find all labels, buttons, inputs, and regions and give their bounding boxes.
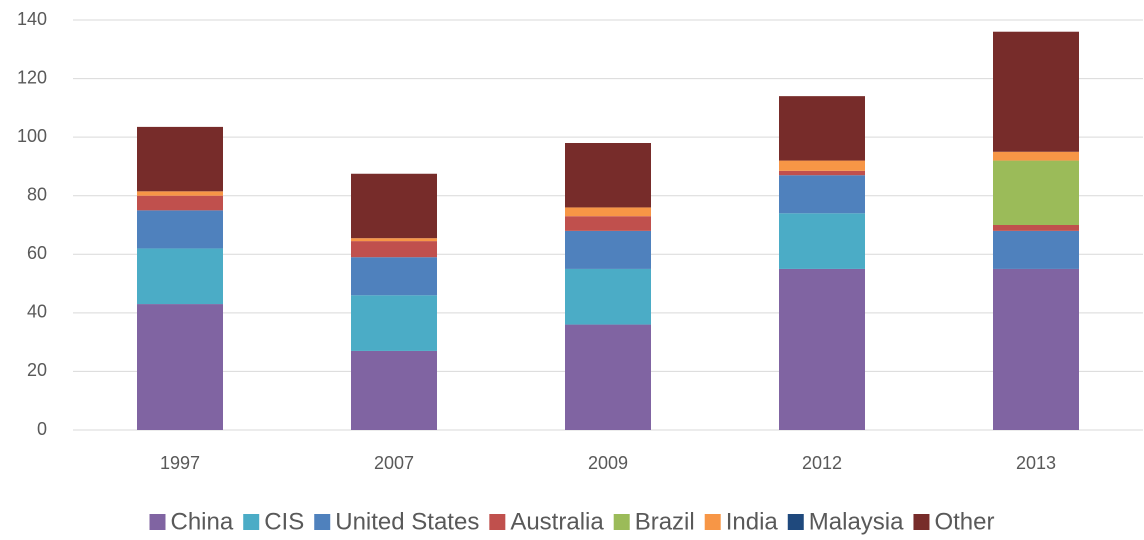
bar-segment bbox=[137, 304, 223, 430]
y-tick-label: 140 bbox=[17, 9, 47, 29]
bar-segment bbox=[993, 151, 1079, 161]
y-tick-label: 100 bbox=[17, 126, 47, 146]
bar-segment bbox=[565, 324, 651, 430]
bar-segment bbox=[565, 268, 651, 325]
legend-label: India bbox=[726, 508, 779, 535]
legend-swatch bbox=[787, 514, 804, 530]
legend-label: Other bbox=[934, 508, 994, 535]
y-tick-label: 0 bbox=[37, 419, 47, 439]
x-tick-label: 1997 bbox=[160, 453, 200, 473]
bar-segment bbox=[779, 96, 865, 161]
bar-segment bbox=[351, 350, 437, 430]
bar-segment bbox=[137, 191, 223, 196]
y-tick-label: 20 bbox=[27, 360, 47, 380]
y-tick-label: 40 bbox=[27, 302, 47, 322]
legend-label: Brazil bbox=[635, 508, 695, 535]
bar-segment bbox=[779, 160, 865, 171]
bar-segment bbox=[351, 241, 437, 258]
bar-segment bbox=[351, 238, 437, 242]
legend-label: China bbox=[171, 508, 234, 535]
x-tick-label: 2012 bbox=[802, 453, 842, 473]
legend-label: Australia bbox=[510, 508, 604, 535]
legend-swatch bbox=[489, 514, 506, 530]
legend-swatch bbox=[704, 514, 721, 530]
bar-segment bbox=[779, 213, 865, 269]
legend-label: CIS bbox=[264, 508, 304, 535]
bar-segment bbox=[137, 195, 223, 211]
bar-segment bbox=[351, 257, 437, 296]
bar-segment bbox=[993, 225, 1079, 231]
bar-segment bbox=[779, 170, 865, 176]
y-tick-label: 60 bbox=[27, 243, 47, 263]
legend-swatch bbox=[149, 514, 166, 530]
bar-segment bbox=[137, 126, 223, 192]
bar-segment bbox=[565, 230, 651, 269]
x-tick-label: 2009 bbox=[588, 453, 628, 473]
legend-swatch bbox=[314, 514, 331, 530]
legend-label: United States bbox=[335, 508, 479, 535]
legend-swatch bbox=[243, 514, 260, 530]
y-tick-label: 120 bbox=[17, 67, 47, 87]
bar-segment bbox=[565, 143, 651, 208]
legend-swatch bbox=[913, 514, 930, 530]
bar-segment bbox=[565, 207, 651, 217]
bar-segment bbox=[351, 173, 437, 239]
bar-segment bbox=[779, 175, 865, 214]
bar-segment bbox=[779, 268, 865, 430]
legend-swatch bbox=[613, 514, 630, 530]
bar-segment bbox=[137, 248, 223, 305]
legend-label: Malaysia bbox=[809, 508, 904, 535]
bar-segment bbox=[351, 295, 437, 351]
bar-segment bbox=[993, 230, 1079, 269]
bar-segment bbox=[993, 268, 1079, 430]
bar-segment bbox=[993, 31, 1079, 152]
x-tick-label: 2013 bbox=[1016, 453, 1056, 473]
bar-segment bbox=[565, 216, 651, 231]
bar-segment bbox=[993, 160, 1079, 225]
y-tick-label: 80 bbox=[27, 184, 47, 204]
x-tick-label: 2007 bbox=[374, 453, 414, 473]
bar-segment bbox=[137, 210, 223, 249]
